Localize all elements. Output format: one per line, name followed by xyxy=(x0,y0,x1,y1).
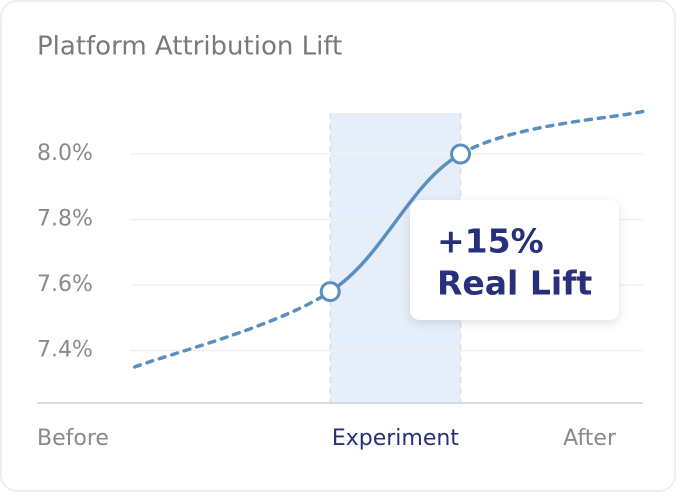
x-label: Before xyxy=(37,426,109,451)
x-label: Experiment xyxy=(332,426,459,451)
plot: 7.4% 7.6% 7.8% 8.0% Before Experiment After +15… xyxy=(37,109,645,451)
line-segment xyxy=(132,289,332,369)
annotation-text: Real Lift xyxy=(437,264,593,303)
y-tick-label: 7.8% xyxy=(37,207,93,232)
chart-title: Platform Attribution Lift xyxy=(37,32,342,62)
annotation-text: +15% xyxy=(437,222,544,261)
line-segment xyxy=(328,152,463,294)
x-label: After xyxy=(563,426,617,451)
point-marker xyxy=(319,281,341,303)
y-tick-label: 8.0% xyxy=(37,141,93,166)
y-tick-label: 7.6% xyxy=(37,272,93,297)
point-marker xyxy=(450,143,472,165)
annotation-box xyxy=(410,200,619,320)
y-tick-label: 7.4% xyxy=(37,338,93,363)
line-segment xyxy=(458,109,645,156)
